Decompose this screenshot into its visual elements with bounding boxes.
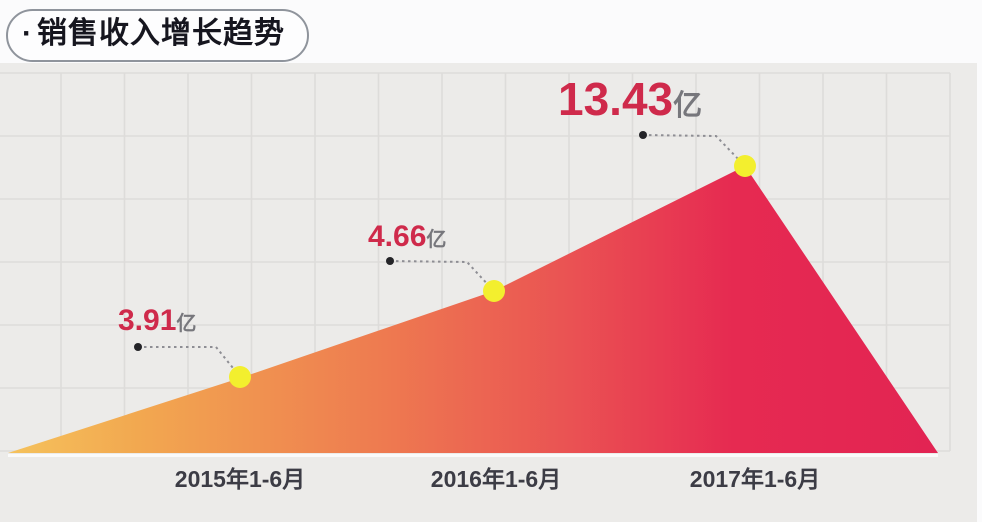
chart-title: 销售收入增长趋势 [37, 17, 285, 50]
data-point-2015 [229, 366, 251, 388]
value-2016: 4.66 [368, 220, 427, 253]
sales-area-chart [0, 72, 951, 457]
value-label-2017: 13.43亿 [558, 76, 702, 122]
unit-2017: 亿 [673, 90, 703, 122]
axis-label-2015: 2015年1-6月 [174, 466, 306, 492]
value-label-2015: 3.91亿 [118, 306, 196, 336]
value-2015: 3.91 [118, 304, 177, 337]
callout-connector-2015 [138, 346, 238, 374]
data-point-2016 [483, 280, 505, 302]
callout-dot-2017 [639, 131, 647, 139]
callout-dot-2016 [386, 257, 394, 265]
data-point-2017 [734, 155, 756, 177]
callout-connector-2016 [389, 260, 492, 289]
axis-label-2017: 2017年1-6月 [689, 466, 821, 492]
value-2017: 13.43 [558, 73, 674, 125]
callout-connector-2017 [642, 134, 743, 164]
axis-label-2016: 2016年1-6月 [430, 466, 562, 492]
unit-2015: 亿 [176, 313, 197, 335]
chart-title-pill: · 销售收入增长趋势 [6, 9, 309, 62]
title-bullet: · [22, 17, 33, 50]
unit-2016: 亿 [426, 229, 447, 251]
callout-dot-2015 [134, 343, 142, 351]
value-label-2016: 4.66亿 [368, 222, 446, 252]
